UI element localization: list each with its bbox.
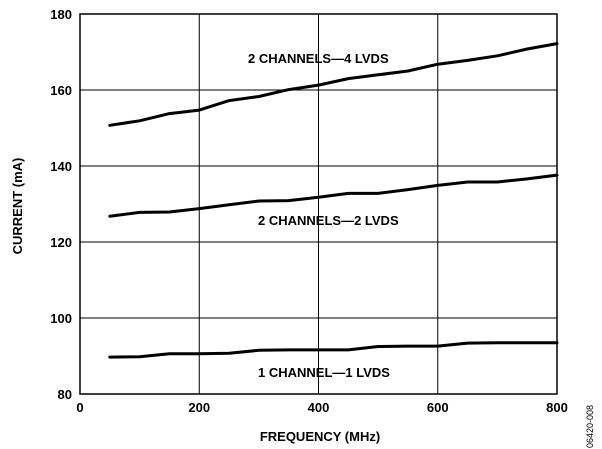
series-label-2ch-4lvds: 2 CHANNELS—4 LVDS: [248, 51, 389, 66]
series-label-2ch-2lvds: 2 CHANNELS—2 LVDS: [258, 213, 399, 228]
plot-area-frame: [79, 13, 558, 395]
x-tick-label: 400: [308, 400, 330, 415]
x-axis-title: FREQUENCY (MHz): [260, 429, 380, 444]
series-label-1ch-1lvds: 1 CHANNEL—1 LVDS: [258, 365, 390, 380]
x-axis-ticks: 0 200 400 600 800: [76, 400, 567, 415]
y-tick-label: 140: [50, 159, 72, 174]
y-tick-label: 180: [50, 7, 72, 22]
figure-id: 06420-008: [585, 405, 595, 448]
series-line: [108, 42, 559, 127]
grid-lines: [80, 14, 557, 394]
y-tick-label: 100: [50, 311, 72, 326]
x-tick-label: 800: [546, 400, 568, 415]
y-axis-title: CURRENT (mA): [10, 158, 25, 255]
x-tick-label: 0: [76, 400, 83, 415]
y-tick-label: 160: [50, 83, 72, 98]
y-axis-ticks: 80 100 120 140 160 180: [50, 7, 72, 402]
y-tick-label: 80: [58, 387, 72, 402]
series-line: [108, 173, 559, 218]
x-tick-label: 200: [188, 400, 210, 415]
series-line: [108, 341, 559, 359]
y-tick-label: 120: [50, 235, 72, 250]
series-lines: [108, 42, 559, 359]
x-tick-label: 600: [427, 400, 449, 415]
